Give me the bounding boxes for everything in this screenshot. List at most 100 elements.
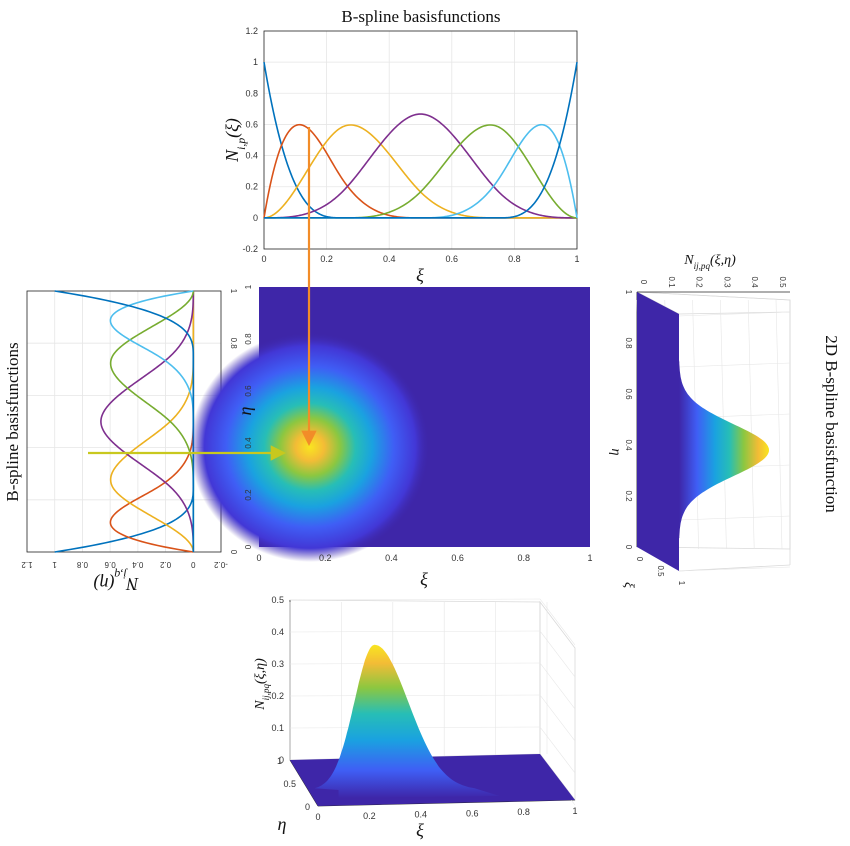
bottom-z-tick-label: 0.3 xyxy=(271,659,284,669)
bottom-xi-axis-label: ξ xyxy=(416,820,424,840)
right-xi-axis-label: ξ xyxy=(621,582,636,588)
right-z-tick-label: 0 xyxy=(639,280,648,285)
right-eta-axis-label: η xyxy=(608,449,623,456)
bottom-grid-line-z xyxy=(289,630,541,633)
center-y-tick-label: 0.2 xyxy=(244,489,253,501)
bottom-xi-tick-label: 1 xyxy=(572,806,577,816)
right-z-tick-label: 0.1 xyxy=(667,276,676,288)
top-y-tick-label: 1.2 xyxy=(245,26,258,36)
top-tick-labels: 0 0.2 0.4 0.6 0.8 1-0.200.20.40.60.811.2 xyxy=(242,26,579,264)
heatmap-peak-blob xyxy=(190,332,430,562)
bottom-surface-peak xyxy=(314,644,500,798)
center-x-tick-label: 0 xyxy=(256,553,261,563)
bottom-grid-line-z-side xyxy=(539,662,576,710)
left-basis-curve-3 xyxy=(109,291,195,553)
bottom-xi-tick-label: 0.6 xyxy=(466,808,479,818)
center-y-tick-label: 0.4 xyxy=(244,437,253,449)
bottom-xi-tick-label: 0.8 xyxy=(517,807,530,817)
right-z-tick-label: 0.3 xyxy=(722,276,731,288)
bottom-z-tick-label: 0.1 xyxy=(271,723,284,733)
top-grid xyxy=(263,30,578,250)
bottom-eta-axis-label: η xyxy=(278,814,287,834)
bottom-tick-labels: 00.10.20.30.40.50 0.2 0.4 0.6 0.8 100.51 xyxy=(271,595,577,822)
bottom-eta-tick-label: 0.5 xyxy=(283,779,296,789)
bottom-xi-tick-label: 0.2 xyxy=(363,811,376,821)
right-grid-line-eta xyxy=(678,362,791,368)
left-basis-curve-4 xyxy=(100,291,195,552)
left-basis-curve-6 xyxy=(109,290,195,552)
left-chart-title: B-spline basisfunctions xyxy=(3,342,22,501)
top-chart-title: B-spline basisfunctions xyxy=(341,7,500,26)
top-x-tick-label: 0 xyxy=(261,254,266,264)
center-x-tick-label: 1 xyxy=(587,553,592,563)
bottom-surface-chart: 00.10.20.30.40.50 0.2 0.4 0.6 0.8 100.51 Nij,… xyxy=(253,595,578,840)
left-eta-tick-label: 0.8 xyxy=(229,338,238,350)
right-bottom-edge xyxy=(678,564,791,572)
top-basis-curve-5 xyxy=(264,124,578,219)
bottom-xi-tick-label: 0 xyxy=(315,812,320,822)
right-chart-title: 2D B-spline basisfunction xyxy=(822,335,841,513)
left-eta-tick-label: 0 xyxy=(229,550,238,555)
center-heatmap-chart: 0 0.2 0.4 0.6 0.8 1 0 0.2 0.4 0.6 0.8 1 ξ η xyxy=(190,284,593,589)
top-basis-curve-6 xyxy=(264,123,578,219)
right-eta-tick-label: 0.4 xyxy=(624,439,633,451)
right-grid-line-z xyxy=(747,299,755,550)
top-basis-curve-1 xyxy=(263,62,577,219)
bottom-grid-line-z-side xyxy=(539,694,576,742)
top-basis-chart: B-spline basisfunctions 0 0.2 0.4 0.6 0.8 1 -0… xyxy=(222,7,580,285)
right-grid-line-eta xyxy=(678,566,791,572)
right-eta-tick-label: 0.6 xyxy=(624,388,633,400)
top-y-tick-label: 0.2 xyxy=(245,182,258,192)
bottom-grid-line-z xyxy=(289,694,541,697)
left-basis-curve-7 xyxy=(54,290,195,552)
top-x-tick-label: 0.8 xyxy=(508,254,521,264)
top-y-tick-label: 0 xyxy=(253,213,258,223)
right-eta-tick-label: 1 xyxy=(624,290,633,295)
left-value-axis-label: Nj,q(η) xyxy=(94,569,140,595)
bottom-z-tick-label: 0.5 xyxy=(271,595,284,605)
bottom-z-axis-label: Nij,pq(ξ,η) xyxy=(253,658,271,711)
bottom-grid-line-z-side xyxy=(539,630,576,678)
top-x-tick-label: 0.4 xyxy=(383,254,396,264)
right-profile-surface xyxy=(679,360,769,539)
center-y-tick-label: 0.6 xyxy=(244,385,253,397)
left-value-tick-label: -0.2 xyxy=(214,560,228,569)
bottom-eta-tick-label: 0 xyxy=(305,802,310,812)
center-x-tick-label: 0.2 xyxy=(319,553,332,563)
bottom-z-tick-label: 0 xyxy=(279,755,284,765)
top-y-tick-label: 0.6 xyxy=(245,119,258,129)
right-eta-tick-label: 0.2 xyxy=(624,490,633,502)
right-grid-line-eta xyxy=(678,515,791,521)
left-value-tick-label: 1 xyxy=(52,560,57,569)
left-value-tick-label: 0.2 xyxy=(159,560,171,569)
right-z-tick-label: 0.5 xyxy=(778,276,787,288)
left-eta-tick-label: 1 xyxy=(229,289,238,294)
right-xi-tick-label: 0.5 xyxy=(656,565,665,577)
left-basis-curve-1 xyxy=(54,291,195,553)
center-tick-labels: 0 0.2 0.4 0.6 0.8 1 0 0.2 0.4 0.6 0.8 1 xyxy=(244,284,593,563)
left-series xyxy=(54,290,195,553)
center-x-tick-label: 0.8 xyxy=(518,553,531,563)
bottom-grid-line-z xyxy=(289,598,541,601)
bottom-z-tick-label: 0.4 xyxy=(271,627,284,637)
right-grid-line-eta xyxy=(678,311,791,317)
right-base-plane xyxy=(637,292,679,571)
top-basis-curve-4 xyxy=(264,113,577,219)
top-basis-curve-7 xyxy=(264,62,578,219)
top-y-tick-label: 0.4 xyxy=(245,151,258,161)
center-x-axis-label: ξ xyxy=(420,569,428,589)
left-value-tick-label: 0.8 xyxy=(76,560,88,569)
top-basis-curve-3 xyxy=(263,124,577,219)
left-grid xyxy=(26,290,222,553)
top-series xyxy=(263,62,578,219)
top-axes-box xyxy=(263,30,578,250)
left-basis-curve-2 xyxy=(109,291,195,553)
right-eta-tick-label: 0.8 xyxy=(624,337,633,349)
center-y-tick-label: 0.8 xyxy=(244,333,253,345)
bottom-grid-line-z-side xyxy=(539,598,576,646)
bottom-eta-tick-label: 1 xyxy=(277,756,282,766)
top-y-axis-label: Ni,p(ξ) xyxy=(222,118,248,163)
top-x-tick-label: 1 xyxy=(574,254,579,264)
